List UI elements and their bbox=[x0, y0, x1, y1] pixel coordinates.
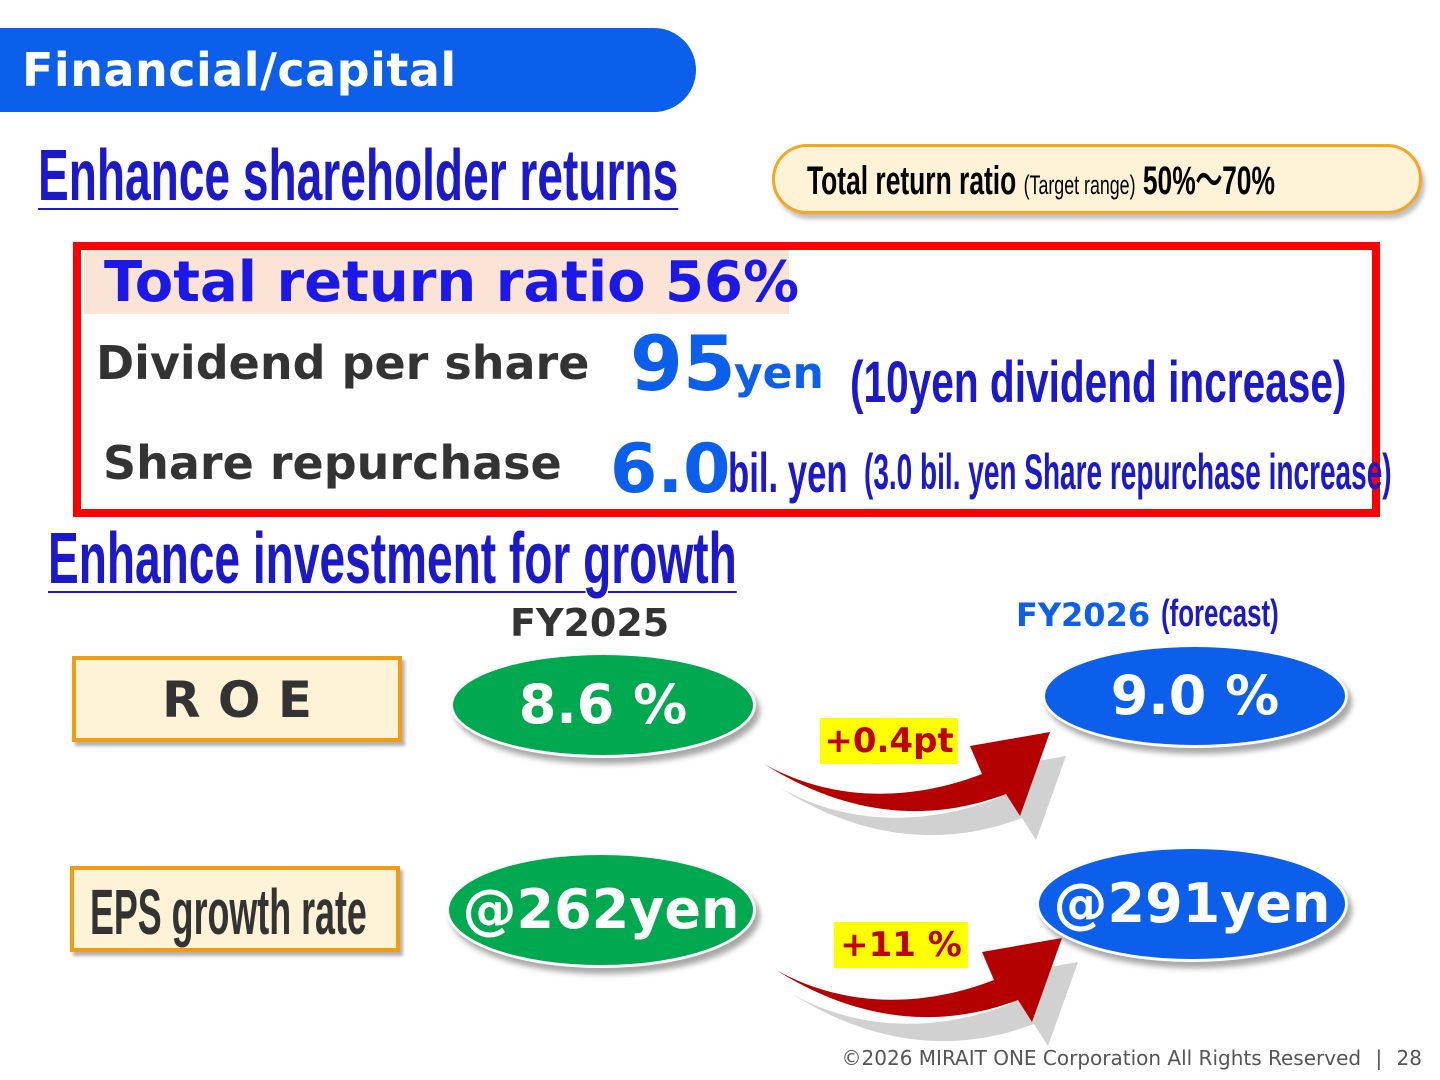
eps-arrow-icon bbox=[776, 938, 1078, 1046]
returns-box bbox=[73, 242, 1380, 517]
footer-page-number: 28 bbox=[1396, 1046, 1422, 1070]
fy-current-label: FY2025 bbox=[510, 601, 670, 645]
fy-next-label: FY2026 bbox=[1016, 596, 1151, 634]
fy-next-wrap: FY2026 (forecast) bbox=[1016, 592, 1334, 637]
repurchase-note: (3.0 bil. yen Share repurchase increase) bbox=[864, 444, 1392, 500]
repurchase-note-wrap: (3.0 bil. yen Share repurchase increase) bbox=[864, 442, 1392, 502]
roe-arrow-icon bbox=[764, 732, 1066, 840]
total-return-ratio: Total return ratio 56% bbox=[104, 250, 800, 315]
roe-label-box: R O E bbox=[72, 656, 402, 742]
eps-delta: +11 % bbox=[834, 922, 968, 968]
total-return-band bbox=[84, 250, 789, 314]
target-label: Total return ratio bbox=[807, 159, 1017, 203]
section-tab: Financial/capital strategy bbox=[0, 28, 696, 181]
dividend-unit: yen bbox=[734, 348, 824, 399]
growth-heading-wrap: Enhance investment for growth bbox=[48, 520, 788, 598]
roe-next-value: 9.0 % bbox=[1110, 664, 1280, 727]
eps-next-oval: @291yen bbox=[1036, 846, 1348, 962]
shareholder-heading: Enhance shareholder returns bbox=[38, 136, 679, 216]
eps-next-value: @291yen bbox=[1053, 872, 1331, 935]
shareholder-heading-wrap: Enhance shareholder returns bbox=[38, 138, 738, 214]
dividend-label: Dividend per share bbox=[96, 336, 590, 390]
footer-copyright: ©2026 MIRAIT ONE Corporation All Rights … bbox=[841, 1046, 1362, 1070]
dividend-note: (10yen dividend increase) bbox=[850, 350, 1347, 415]
roe-delta: +0.4pt bbox=[820, 718, 958, 764]
roe-label: R O E bbox=[162, 671, 312, 729]
target-range: 50%～70% bbox=[1142, 159, 1275, 203]
eps-label-box: EPS growth rate bbox=[70, 866, 400, 952]
roe-current-value: 8.6 % bbox=[518, 673, 688, 736]
repurchase-unit: bil. yen bbox=[728, 441, 848, 504]
eps-label: EPS growth rate bbox=[90, 876, 367, 948]
target-qualifier: (Target range) bbox=[1023, 170, 1136, 200]
growth-heading: Enhance investment for growth bbox=[48, 519, 737, 599]
repurchase-label: Share repurchase bbox=[103, 436, 562, 490]
roe-next-oval: 9.0 % bbox=[1042, 644, 1348, 748]
eps-current-oval: @262yen bbox=[446, 852, 756, 968]
repurchase-unit-wrap: bil. yen bbox=[728, 440, 868, 506]
eps-current-value: @262yen bbox=[462, 878, 740, 941]
footer-separator: | bbox=[1375, 1046, 1383, 1070]
roe-current-oval: 8.6 % bbox=[450, 652, 756, 758]
dividend-note-wrap: (10yen dividend increase) bbox=[850, 350, 1370, 416]
fy-next-note: (forecast) bbox=[1161, 593, 1279, 635]
target-range-pill: Total return ratio (Target range) 50%～70… bbox=[772, 144, 1422, 214]
repurchase-value: 6.0 bbox=[610, 430, 731, 509]
footer: ©2026 MIRAIT ONE Corporation All Rights … bbox=[842, 1046, 1422, 1070]
dividend-value: 95 bbox=[630, 319, 736, 408]
